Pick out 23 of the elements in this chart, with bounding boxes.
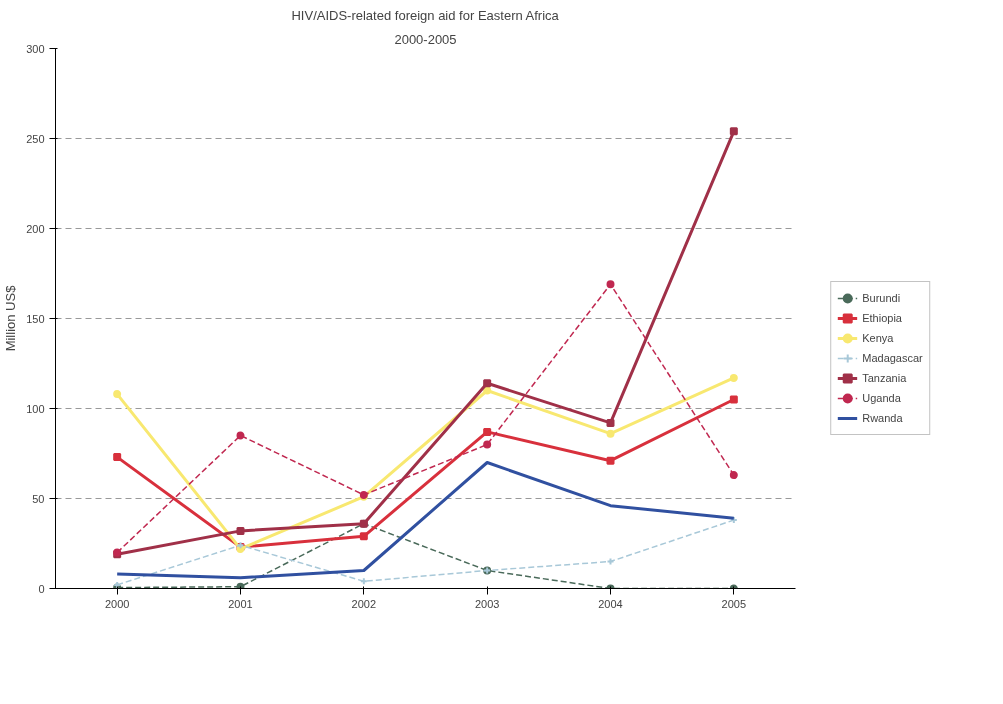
chart-title: HIV/AIDS-related foreign aid for Eastern Africa — [291, 7, 560, 23]
y-tick-label: 100 — [26, 402, 45, 415]
x-tick-label: 2003 — [474, 597, 500, 610]
y-tick-label: 200 — [26, 222, 45, 235]
x-tick-label: 2001 — [228, 597, 253, 610]
y-tick-label: 150 — [26, 312, 45, 325]
y-tick-label: 0 — [38, 582, 45, 595]
legend-label: Rwanda — [862, 412, 903, 424]
legend-label: Burundi — [862, 292, 901, 304]
chart-subtitle: 2000-2005 — [394, 31, 457, 47]
x-tick-label: 2000 — [104, 597, 130, 610]
x-tick-label: 2005 — [721, 597, 747, 610]
legend-label: Uganda — [862, 392, 901, 404]
legend-label: Madagascar — [862, 352, 923, 364]
legend-label: Ethiopia — [862, 312, 902, 324]
y-tick-label: 300 — [26, 42, 45, 55]
y-tick-label: 50 — [32, 492, 45, 505]
x-tick-label: 2004 — [598, 597, 623, 610]
legend-label: Tanzania — [862, 372, 907, 384]
y-axis-title: Million US$ — [3, 284, 19, 352]
legend-label: Kenya — [862, 332, 894, 344]
y-tick-label: 250 — [26, 132, 45, 145]
x-tick-label: 2002 — [351, 597, 377, 610]
